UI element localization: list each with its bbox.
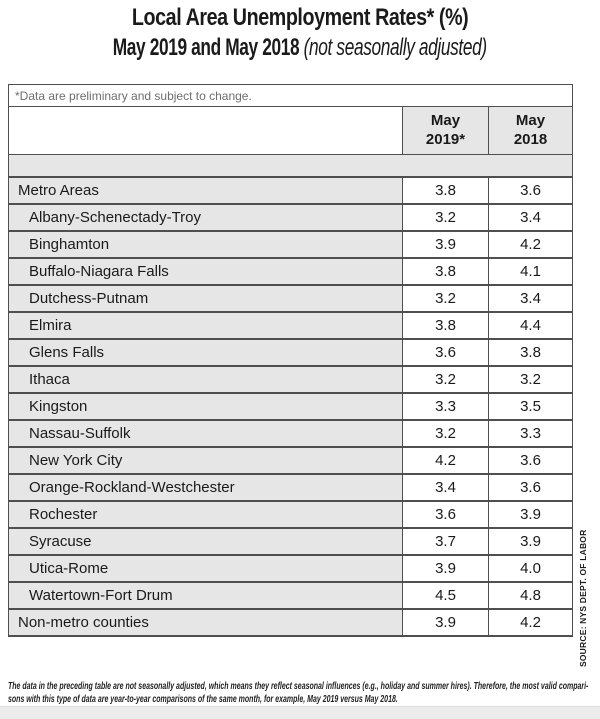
table-row: Metro Areas 3.8 3.6: [8, 175, 574, 205]
table-row: Nassau-Suffolk 3.2 3.3: [8, 418, 574, 448]
header-may-2018: May 2018: [487, 106, 574, 155]
rate-may-2018: 4.8: [487, 580, 574, 610]
rate-may-2019: 3.2: [402, 202, 489, 232]
rate-may-2019: 3.9: [402, 553, 489, 583]
area-label: Glens Falls: [8, 337, 403, 367]
table-row: Elmira 3.8 4.4: [8, 310, 574, 340]
rate-may-2018: 3.9: [487, 499, 574, 529]
rate-may-2018: 3.4: [487, 283, 574, 313]
rate-may-2019: 3.4: [402, 472, 489, 502]
area-label: Dutchess-Putnam: [8, 283, 403, 313]
footnote-line2: sons with this type of data are year-to-…: [8, 694, 398, 705]
source-credit: SOURCE: NYS DEPT. OF LABOR: [578, 529, 588, 667]
spacer-row: [7, 154, 574, 177]
header-may-2018-line1: May: [515, 111, 546, 129]
rate-may-2018: 3.2: [487, 364, 574, 394]
rate-may-2019: 3.8: [402, 310, 489, 340]
rate-may-2019: 3.6: [402, 499, 489, 529]
rate-may-2019: 3.9: [402, 229, 489, 259]
table-row: Utica-Rome 3.9 4.0: [8, 553, 574, 583]
table-row: Albany-Schenectady-Troy 3.2 3.4: [8, 202, 574, 232]
rate-may-2018: 3.3: [487, 418, 574, 448]
area-label: Ithaca: [8, 364, 403, 394]
area-label: Utica-Rome: [8, 553, 403, 583]
table-row: Binghamton 3.9 4.2: [8, 229, 574, 259]
rate-may-2019: 3.8: [402, 256, 489, 286]
table-row: Buffalo-Niagara Falls 3.8 4.1: [8, 256, 574, 286]
area-label: Nassau-Suffolk: [8, 418, 403, 448]
rate-may-2018: 3.6: [487, 175, 574, 205]
table-row: Glens Falls 3.6 3.8: [8, 337, 574, 367]
table-header-row: May 2019* May 2018: [8, 106, 574, 155]
table-row: Orange-Rockland-Westchester 3.4 3.6: [8, 472, 574, 502]
rate-may-2018: 4.4: [487, 310, 574, 340]
area-label: Syracuse: [8, 526, 403, 556]
table-row: Syracuse 3.7 3.9: [8, 526, 574, 556]
header-blank-cell: [8, 106, 403, 155]
rate-may-2018: 4.0: [487, 553, 574, 583]
rate-may-2019: 4.2: [402, 445, 489, 475]
table-body: Metro Areas 3.8 3.6 Albany-Schenectady-Troy…: [8, 175, 574, 637]
table-row: Dutchess-Putnam 3.2 3.4: [8, 283, 574, 313]
area-label: Elmira: [8, 310, 403, 340]
footnote: The data in the preceding table are not …: [8, 680, 588, 706]
table-row: Rochester 3.6 3.9: [8, 499, 574, 529]
rate-may-2018: 3.6: [487, 472, 574, 502]
rate-may-2019: 4.5: [402, 580, 489, 610]
area-label: Albany-Schenectady-Troy: [8, 202, 403, 232]
area-label: Non-metro counties: [8, 607, 403, 637]
rate-may-2018: 3.6: [487, 445, 574, 475]
title-block: Local Area Unemployment Rates* (%) May 2…: [0, 3, 600, 63]
rate-may-2019: 3.3: [402, 391, 489, 421]
table-row: Kingston 3.3 3.5: [8, 391, 574, 421]
rate-may-2018: 4.2: [487, 229, 574, 259]
subtitle-dates: May 2019 and May 2018: [112, 34, 300, 61]
unemployment-table-wrap: *Data are preliminary and subject to cha…: [7, 84, 574, 637]
rate-may-2019: 3.9: [402, 607, 489, 637]
area-label: Rochester: [8, 499, 403, 529]
area-label: New York City: [8, 445, 403, 475]
preliminary-note-row: *Data are preliminary and subject to cha…: [7, 84, 574, 107]
table-row: Watertown-Fort Drum 4.5 4.8: [8, 580, 574, 610]
subtitle-qualifier: (not seasonally adjusted): [303, 34, 488, 61]
rate-may-2018: 3.5: [487, 391, 574, 421]
header-may-2018-line2: 2018: [513, 130, 548, 148]
rate-may-2018: 3.4: [487, 202, 574, 232]
header-may-2019-line2: 2019*: [425, 130, 466, 148]
area-label: Kingston: [8, 391, 403, 421]
rate-may-2019: 3.2: [402, 283, 489, 313]
rate-may-2019: 3.7: [402, 526, 489, 556]
page-bottom-band: [0, 706, 600, 719]
rate-may-2018: 3.9: [487, 526, 574, 556]
preliminary-note: *Data are preliminary and subject to cha…: [7, 84, 574, 107]
page-subtitle: May 2019 and May 2018 (not seasonally ad…: [113, 33, 487, 63]
table-row: Ithaca 3.2 3.2: [8, 364, 574, 394]
page-title: Local Area Unemployment Rates* (%): [131, 4, 469, 31]
table-row: New York City 4.2 3.6: [8, 445, 574, 475]
rate-may-2019: 3.6: [402, 337, 489, 367]
area-label: Binghamton: [8, 229, 403, 259]
header-may-2019: May 2019*: [402, 106, 489, 155]
footnote-line1: The data in the preceding table are not …: [8, 681, 589, 692]
rate-may-2018: 4.2: [487, 607, 574, 637]
table-head-section: *Data are preliminary and subject to cha…: [7, 84, 574, 177]
rate-may-2019: 3.8: [402, 175, 489, 205]
table-row: Non-metro counties 3.9 4.2: [8, 607, 574, 637]
header-may-2019-line1: May: [430, 111, 461, 129]
area-label: Orange-Rockland-Westchester: [8, 472, 403, 502]
area-label: Buffalo-Niagara Falls: [8, 256, 403, 286]
rate-may-2018: 4.1: [487, 256, 574, 286]
spacer-cell: [7, 154, 574, 177]
area-label: Metro Areas: [8, 175, 403, 205]
unemployment-table: *Data are preliminary and subject to cha…: [7, 84, 574, 637]
rate-may-2019: 3.2: [402, 364, 489, 394]
rate-may-2018: 3.8: [487, 337, 574, 367]
area-label: Watertown-Fort Drum: [8, 580, 403, 610]
rate-may-2019: 3.2: [402, 418, 489, 448]
